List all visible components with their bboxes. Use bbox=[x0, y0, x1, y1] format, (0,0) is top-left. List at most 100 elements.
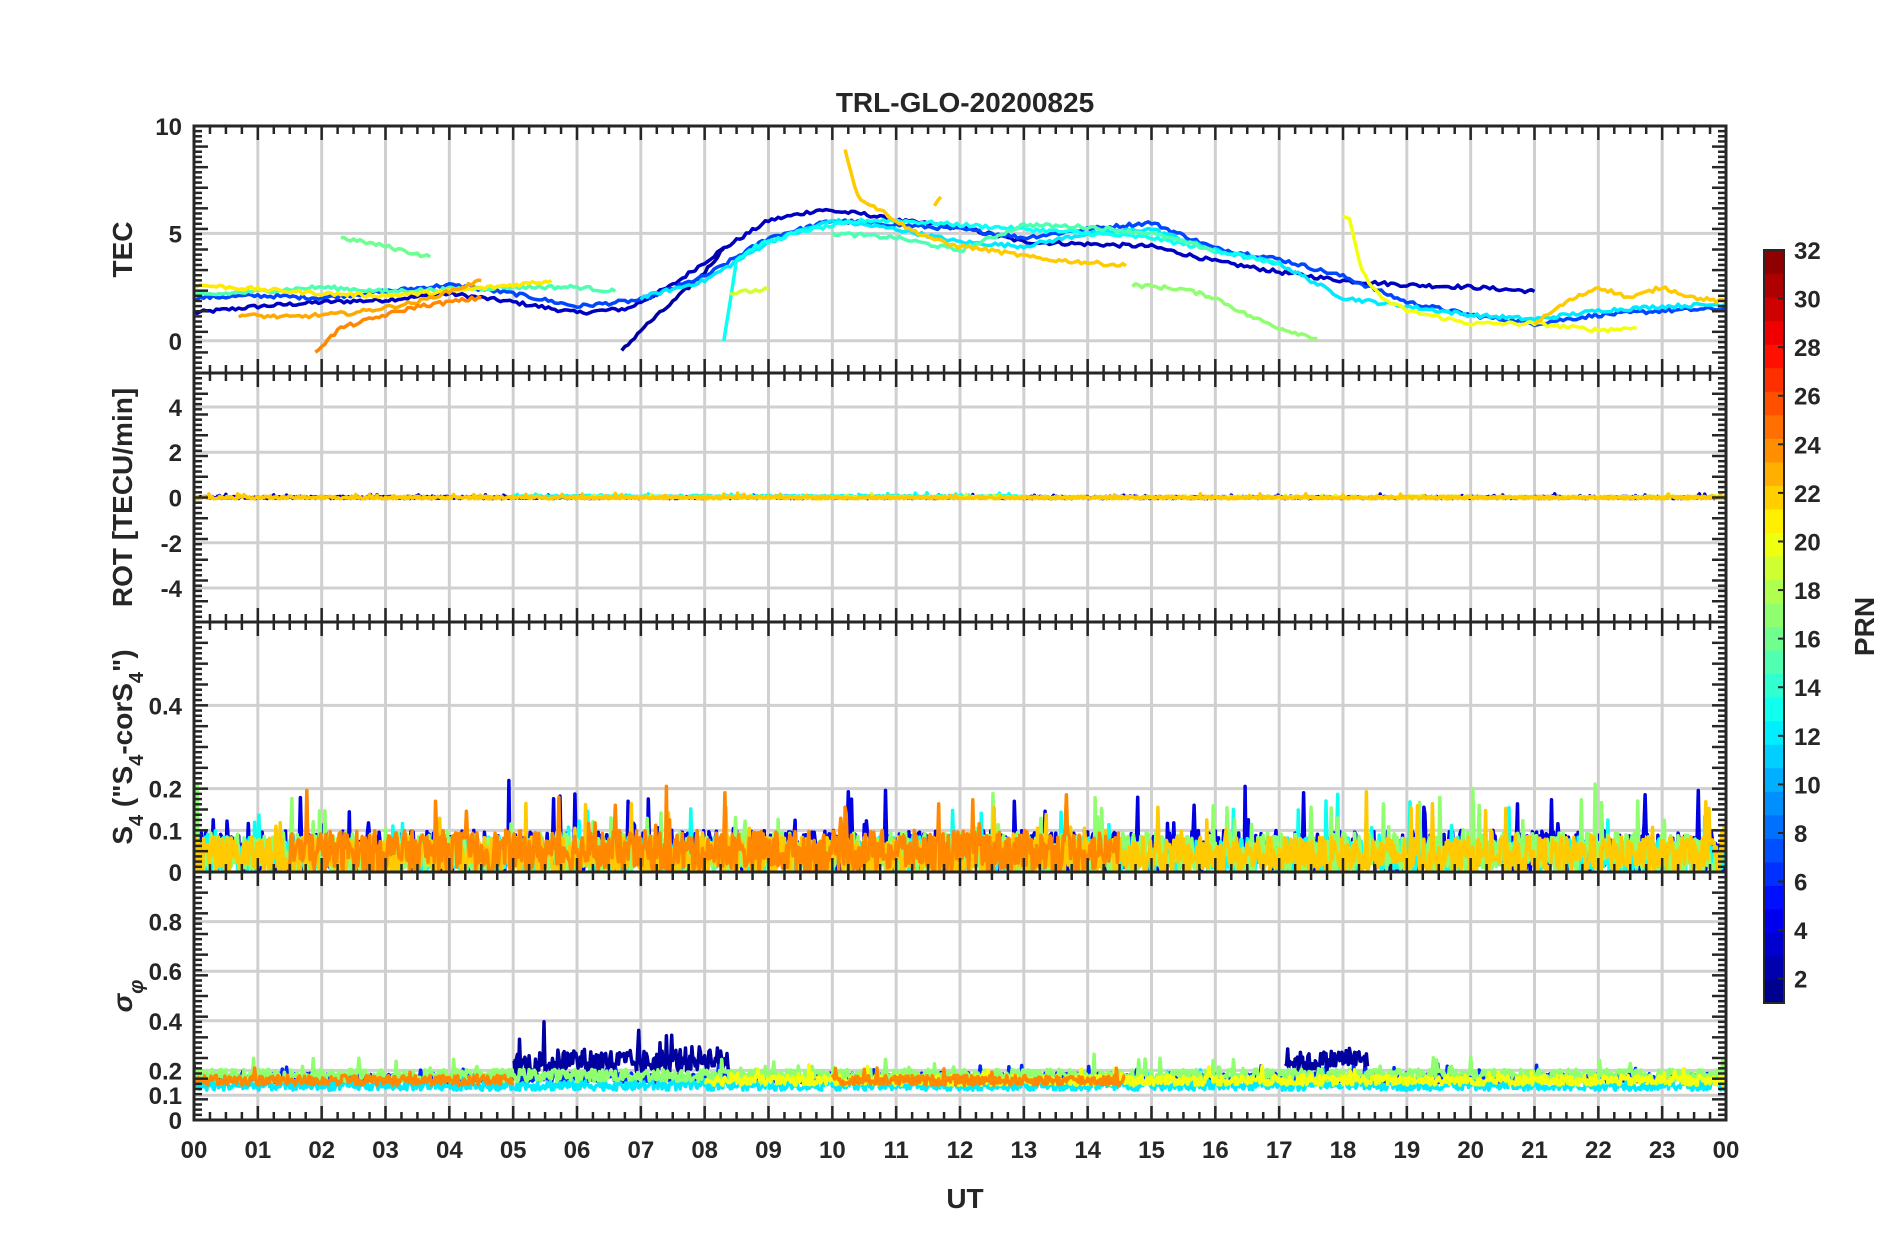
y-tick-label: 0 bbox=[169, 1108, 182, 1135]
colorbar-tick-label: 24 bbox=[1794, 432, 1821, 459]
colorbar-segment bbox=[1764, 250, 1784, 275]
y-tick-label: 0.6 bbox=[149, 959, 182, 986]
y-axis-label-rot: ROT [TECU/min] bbox=[107, 388, 138, 607]
x-tick-label: 15 bbox=[1138, 1137, 1165, 1164]
series-line-prn-15 bbox=[831, 221, 1216, 253]
colorbar-segment bbox=[1764, 579, 1784, 604]
series-line-prn-21 bbox=[194, 279, 553, 300]
colorbar-segment bbox=[1764, 508, 1784, 533]
colorbar-tick-label: 10 bbox=[1794, 772, 1821, 799]
colorbar-tick-label: 14 bbox=[1794, 675, 1821, 702]
x-tick-label: 14 bbox=[1074, 1137, 1101, 1164]
colorbar-segment bbox=[1764, 720, 1784, 745]
x-tick-label: 22 bbox=[1585, 1137, 1612, 1164]
x-tick-label: 03 bbox=[372, 1137, 399, 1164]
series-line-prn-24 bbox=[314, 295, 482, 354]
x-tick-label: 21 bbox=[1521, 1137, 1548, 1164]
colorbar-segment bbox=[1764, 602, 1784, 628]
colorbar-segment bbox=[1764, 273, 1784, 298]
colorbar-segment bbox=[1764, 814, 1784, 839]
colorbar-tick-label: 26 bbox=[1794, 384, 1821, 411]
y-tick-label: 0 bbox=[169, 329, 182, 356]
series-line-prn-24 bbox=[830, 1066, 1126, 1088]
colorbar-segment bbox=[1764, 744, 1784, 769]
series-line-prn-2 bbox=[512, 1019, 731, 1079]
x-tick-label: 07 bbox=[627, 1137, 654, 1164]
y-tick-label: -4 bbox=[161, 576, 183, 603]
x-tick-label: 17 bbox=[1266, 1137, 1293, 1164]
colorbar-segment bbox=[1764, 344, 1784, 369]
colorbar-segment bbox=[1764, 461, 1784, 486]
colorbar-frame bbox=[1763, 249, 1785, 1004]
y-tick-label: 0.4 bbox=[149, 1009, 183, 1036]
x-tick-label: 20 bbox=[1457, 1137, 1484, 1164]
colorbar-segment bbox=[1764, 297, 1784, 322]
colorbar-tick-label: 2 bbox=[1794, 967, 1807, 994]
colorbar-segment bbox=[1764, 908, 1784, 934]
colorbar-segment bbox=[1764, 438, 1784, 463]
y-tick-label: 0 bbox=[169, 860, 182, 887]
colorbar-tick-label: 22 bbox=[1794, 481, 1821, 508]
chart-title: TRL-GLO-20200825 bbox=[836, 87, 1094, 118]
colorbar-segment bbox=[1764, 414, 1784, 439]
x-tick-label: 19 bbox=[1393, 1137, 1420, 1164]
colorbar-segment bbox=[1764, 697, 1784, 722]
y-tick-label: 4 bbox=[169, 395, 183, 422]
colorbar-tick-label: 6 bbox=[1794, 870, 1807, 897]
y-tick-label: 10 bbox=[155, 114, 182, 141]
y-tick-label: 0.1 bbox=[149, 818, 182, 845]
series-group bbox=[194, 1019, 1726, 1092]
colorbar-tick-label: 16 bbox=[1794, 627, 1821, 654]
panel-s4: 0 0.1 0.2 0.4S4 ("S4-corS4") bbox=[107, 620, 1728, 887]
y-tick-label: 0 bbox=[169, 486, 182, 513]
colorbar-segment bbox=[1764, 485, 1784, 510]
colorbar-tick-label: 20 bbox=[1794, 529, 1821, 556]
colorbar-tick-label: 18 bbox=[1794, 578, 1821, 605]
x-tick-label: 04 bbox=[436, 1137, 463, 1164]
colorbar-segment bbox=[1764, 791, 1784, 816]
x-tick-label: 13 bbox=[1010, 1137, 1037, 1164]
x-tick-label: 05 bbox=[500, 1137, 527, 1164]
colorbar-segment bbox=[1764, 932, 1784, 957]
colorbar-segment bbox=[1764, 650, 1784, 675]
colorbar-segment bbox=[1764, 861, 1784, 886]
series-group bbox=[194, 149, 1726, 354]
x-tick-label: 10 bbox=[819, 1137, 846, 1164]
y-axis-label-s4: S4 ("S4-corS4") bbox=[107, 649, 148, 844]
series-line-prn-22 bbox=[843, 149, 1127, 268]
x-tick-label: 06 bbox=[564, 1137, 591, 1164]
colorbar-segment bbox=[1764, 555, 1784, 581]
colorbar-tick-label: 12 bbox=[1794, 724, 1821, 751]
y-tick-label: 0.1 bbox=[149, 1083, 182, 1110]
colorbar-segment bbox=[1764, 767, 1784, 792]
x-tick-label: 11 bbox=[883, 1137, 908, 1164]
series-line-prn-22 bbox=[194, 491, 1726, 501]
x-axis-label: UT bbox=[946, 1183, 983, 1214]
panel-tec: 0 5 10 TEC bbox=[107, 114, 1728, 375]
x-tick-label: 18 bbox=[1330, 1137, 1357, 1164]
series-line-prn-2 bbox=[1284, 1046, 1370, 1073]
y-tick-label: 0.2 bbox=[149, 777, 182, 804]
colorbar-segment bbox=[1764, 367, 1784, 392]
colorbar-tick-label: 32 bbox=[1794, 238, 1821, 265]
y-axis-label-tec: TEC bbox=[107, 222, 138, 278]
colorbar-segment bbox=[1764, 955, 1784, 981]
colorbar-segment bbox=[1764, 885, 1784, 910]
series-group bbox=[194, 490, 1726, 501]
y-tick-label: 0.8 bbox=[149, 910, 182, 937]
series-line-prn-2 bbox=[620, 247, 725, 352]
x-tick-label: 09 bbox=[755, 1137, 782, 1164]
y-tick-label: 5 bbox=[169, 221, 182, 248]
x-tick-label: 00 bbox=[181, 1137, 208, 1164]
colorbar-segment bbox=[1764, 979, 1784, 1004]
colorbar-segment bbox=[1764, 673, 1784, 698]
colorbar-tick-label: 30 bbox=[1794, 287, 1821, 314]
y-tick-label: 0.4 bbox=[149, 693, 183, 720]
series-line-prn-19 bbox=[729, 286, 770, 296]
x-tick-label: 02 bbox=[308, 1137, 335, 1164]
series-line-prn-13 bbox=[722, 217, 1280, 342]
x-tick-labels: 00 01 02 03 04 05 06 07 08 09 10 11 12 13 14 15 16 17 18 19… bbox=[181, 1137, 1740, 1164]
colorbar-tick-label: 8 bbox=[1794, 821, 1807, 848]
